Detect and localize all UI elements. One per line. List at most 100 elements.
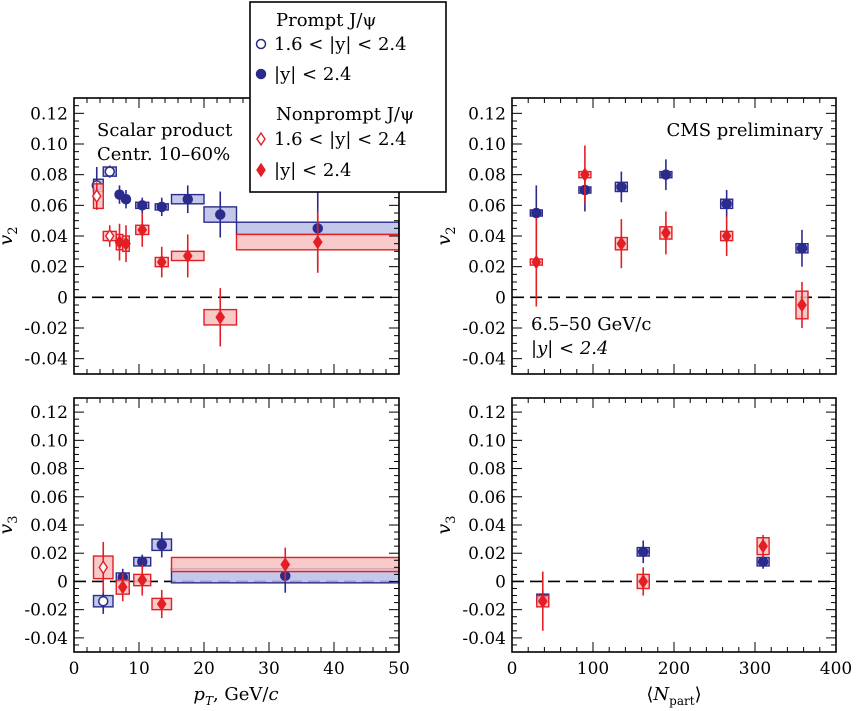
data-point — [758, 538, 768, 554]
series-prompt-filled-circle — [536, 540, 770, 607]
series-nonprompt-open-diamond — [91, 182, 117, 247]
data-point — [137, 200, 148, 211]
legend-marker — [255, 68, 267, 80]
chart-panel-bottom-right: 0.120.100.080.060.040.020-0.02-0.040 100 2… — [433, 397, 852, 679]
legend-entry: |y| < 2.4 — [274, 160, 351, 181]
x-tick-label: 40 — [323, 659, 345, 679]
y-tick-label: 0.06 — [30, 488, 68, 508]
x-tick-label: 100 — [577, 659, 609, 679]
y-tick-label: 0.08 — [30, 460, 68, 480]
legend-title-nonprompt: Nonprompt J/ψ — [276, 104, 414, 125]
data-point — [156, 201, 167, 213]
x-tick-label: 300 — [739, 659, 771, 679]
x-tick-label: 400 — [820, 659, 852, 679]
series-prompt-filled-circle — [529, 159, 809, 267]
data-point — [137, 572, 148, 588]
data-point — [156, 596, 167, 612]
y-tick-label: 0.04 — [468, 227, 506, 247]
y-axis-label: v2 — [433, 226, 459, 245]
y-tick-label: -0.02 — [462, 319, 506, 339]
legend: Prompt J/ψ Nonprompt J/ψ 1.6 < |y| < 2.4 |y… — [249, 1, 447, 193]
y-tick-label: 0.10 — [30, 135, 68, 155]
y-axis-label: v3 — [433, 515, 459, 534]
y-tick-label: 0.08 — [30, 166, 68, 186]
data-point — [182, 248, 193, 264]
data-point — [117, 579, 128, 595]
y-tick-label: 0.04 — [30, 516, 68, 536]
data-point — [531, 207, 542, 219]
data-point — [156, 254, 167, 270]
data-point — [537, 593, 548, 609]
data-point — [757, 556, 769, 567]
data-point — [104, 228, 115, 244]
y-tick-label: 0.04 — [468, 516, 506, 536]
legend-entry: 1.6 < |y| < 2.4 — [274, 129, 407, 150]
x-axis-label-npart: ⟨Npart⟩ — [646, 684, 701, 708]
y-tick-label: 0.12 — [30, 403, 68, 423]
annotation-cms-preliminary: CMS preliminary — [667, 120, 824, 141]
data-point — [312, 234, 323, 250]
data-point — [531, 254, 542, 270]
data-point — [616, 236, 627, 251]
y-tick-label: 0.06 — [30, 196, 68, 216]
x-tick-label: 0 — [507, 659, 518, 679]
annotation-kinematics-pt: 6.5–50 GeV/c — [531, 314, 651, 335]
y-tick-label: -0.04 — [24, 629, 68, 649]
y-tick-label: 0.02 — [468, 544, 506, 564]
data-point — [638, 574, 649, 589]
y-tick-label: 0.12 — [30, 104, 68, 124]
chart-panel-top-right: 0.12 0.10 0.08 0.06 0.04 0.02 0 -0.02 -0.04 v2 — [433, 97, 837, 375]
y-tick-label: 0.02 — [30, 258, 68, 278]
legend-entry: 1.6 < |y| < 2.4 — [274, 34, 407, 55]
data-point — [121, 236, 131, 251]
y-tick-label: -0.02 — [462, 601, 506, 621]
y-tick-label: 0.04 — [30, 227, 68, 247]
y-tick-label: 0.10 — [30, 431, 68, 451]
y-axis-label: v2 — [0, 226, 21, 245]
y-tick-label: -0.04 — [24, 350, 68, 370]
series-prompt-filled-circle — [114, 185, 400, 269]
legend-title-prompt: Prompt J/ψ — [276, 10, 377, 31]
x-tick-label: 50 — [388, 659, 410, 679]
data-point — [215, 310, 226, 325]
data-point — [156, 539, 167, 551]
x-axis-label-pt: pT, GeV/c — [193, 684, 278, 708]
y-tick-label: 0.10 — [468, 431, 506, 451]
legend-marker — [255, 38, 267, 50]
data-point — [98, 595, 109, 607]
chart-panel-bottom-left: 0.120.100.080.060.040.020-0.02-0.040 10 20… — [0, 397, 410, 679]
annotations-layer: Scalar product Centr. 10–60% CMS prelimi… — [97, 120, 824, 359]
series-nonprompt-open-diamond — [92, 541, 114, 593]
y-tick-label: 0.06 — [468, 196, 506, 216]
y-tick-label: 0.06 — [468, 488, 506, 508]
series-nonprompt-filled-diamond — [536, 534, 770, 631]
x-tick-label: 0 — [69, 659, 80, 679]
y-tick-label: 0.08 — [468, 460, 506, 480]
y-tick-label: 0.08 — [468, 166, 506, 186]
data-point — [637, 546, 649, 558]
y-tick-label: 0.02 — [30, 544, 68, 564]
data-point — [616, 181, 627, 193]
y-tick-label: -0.04 — [462, 629, 506, 649]
data-point — [120, 193, 132, 205]
annotation-scalar-product: Scalar product — [97, 120, 233, 141]
annotation-centrality: Centr. 10–60% — [97, 144, 230, 165]
data-point — [91, 188, 102, 204]
y-tick-label: 0 — [495, 572, 506, 592]
data-point — [660, 169, 672, 180]
data-point — [98, 560, 109, 575]
data-point — [137, 222, 148, 238]
data-point — [182, 193, 193, 205]
y-tick-label: 0.02 — [468, 258, 506, 278]
data-point — [797, 297, 807, 313]
y-tick-label: 0 — [495, 288, 506, 308]
y-tick-label: 0.12 — [468, 403, 506, 423]
series-nonprompt-filled-diamond — [529, 145, 809, 328]
data-point — [721, 228, 732, 244]
data-point — [661, 225, 671, 241]
legend-marker — [256, 131, 266, 147]
panels-layer: 0.12 0.10 0.08 0.06 0.04 0.02 0 -0.02 -0.04 v2 0.1… — [0, 97, 852, 708]
legend-marker — [256, 162, 266, 178]
legend-frame — [249, 1, 447, 193]
